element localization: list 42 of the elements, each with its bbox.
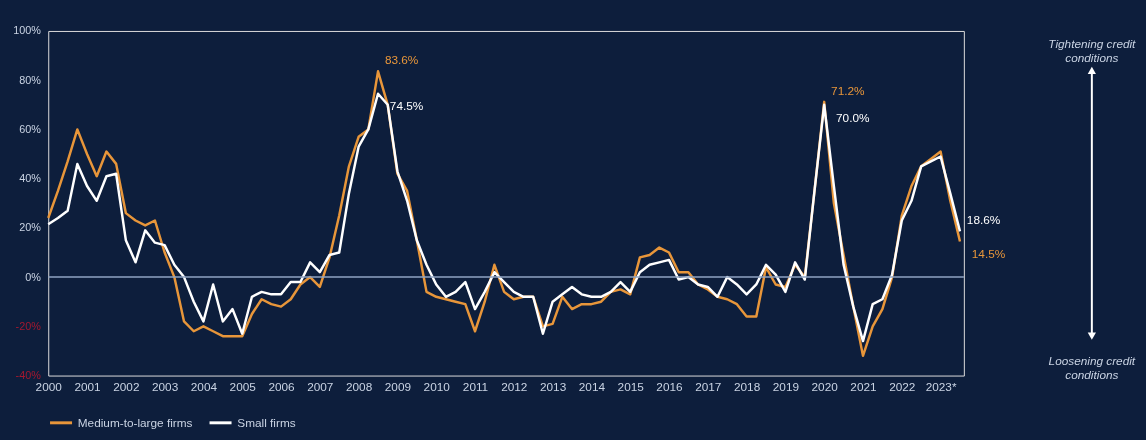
- y-tick-label: -20%: [15, 319, 42, 332]
- x-tick-label: 2004: [190, 379, 218, 394]
- text: Tightening credit conditions: [1048, 36, 1137, 66]
- x-tick-label: 2017: [695, 379, 722, 394]
- x-tick-label: 2011: [462, 379, 489, 394]
- data-label: 71.2%: [831, 83, 866, 98]
- y-tick-label: 80%: [19, 73, 42, 86]
- x-tick-label: 2015: [617, 379, 645, 394]
- x-tick-label: 2000: [35, 379, 63, 394]
- x-tick-label: 2021: [850, 379, 877, 394]
- x-tick-label: 2006: [268, 379, 296, 394]
- y-tick-label: 0%: [25, 270, 42, 283]
- legend-label: Small firms: [237, 415, 296, 430]
- x-tick-label: 2003: [152, 379, 179, 394]
- x-tick-label: 2012: [501, 379, 528, 394]
- x-tick-label: 2020: [811, 379, 839, 394]
- x-tick-label: 2005: [229, 379, 257, 394]
- y-tick-label: 40%: [19, 172, 42, 185]
- x-tick-label: 2007: [307, 379, 334, 394]
- x-tick-label: 2016: [656, 379, 684, 394]
- x-tick-label: 2022: [889, 379, 916, 394]
- x-tick-label: 2010: [423, 379, 451, 394]
- text: Loosening credit conditions: [1048, 353, 1136, 383]
- x-tick-label: 2023*: [925, 379, 957, 394]
- x-tick-label: 2018: [733, 379, 761, 394]
- legend-label: Medium-to-large firms: [77, 415, 193, 430]
- x-tick-label: 2019: [772, 379, 800, 394]
- x-tick-label: 2009: [384, 379, 412, 394]
- data-label: 14.5%: [971, 247, 1006, 262]
- x-tick-label: 2013: [539, 379, 567, 394]
- data-label: 18.6%: [966, 213, 1001, 228]
- y-tick-label: 100%: [13, 24, 42, 37]
- data-label: 83.6%: [384, 53, 419, 68]
- y-tick-label: 60%: [19, 122, 42, 135]
- x-tick-label: 2008: [345, 379, 373, 394]
- y-tick-label: 20%: [19, 221, 42, 234]
- x-tick-label: 2014: [578, 379, 606, 394]
- data-label: 70.0%: [836, 110, 870, 125]
- data-label: 74.5%: [389, 99, 424, 114]
- x-tick-label: 2001: [74, 379, 101, 394]
- y-tick-label: -40%: [15, 369, 42, 381]
- x-tick-label: 2002: [113, 379, 140, 394]
